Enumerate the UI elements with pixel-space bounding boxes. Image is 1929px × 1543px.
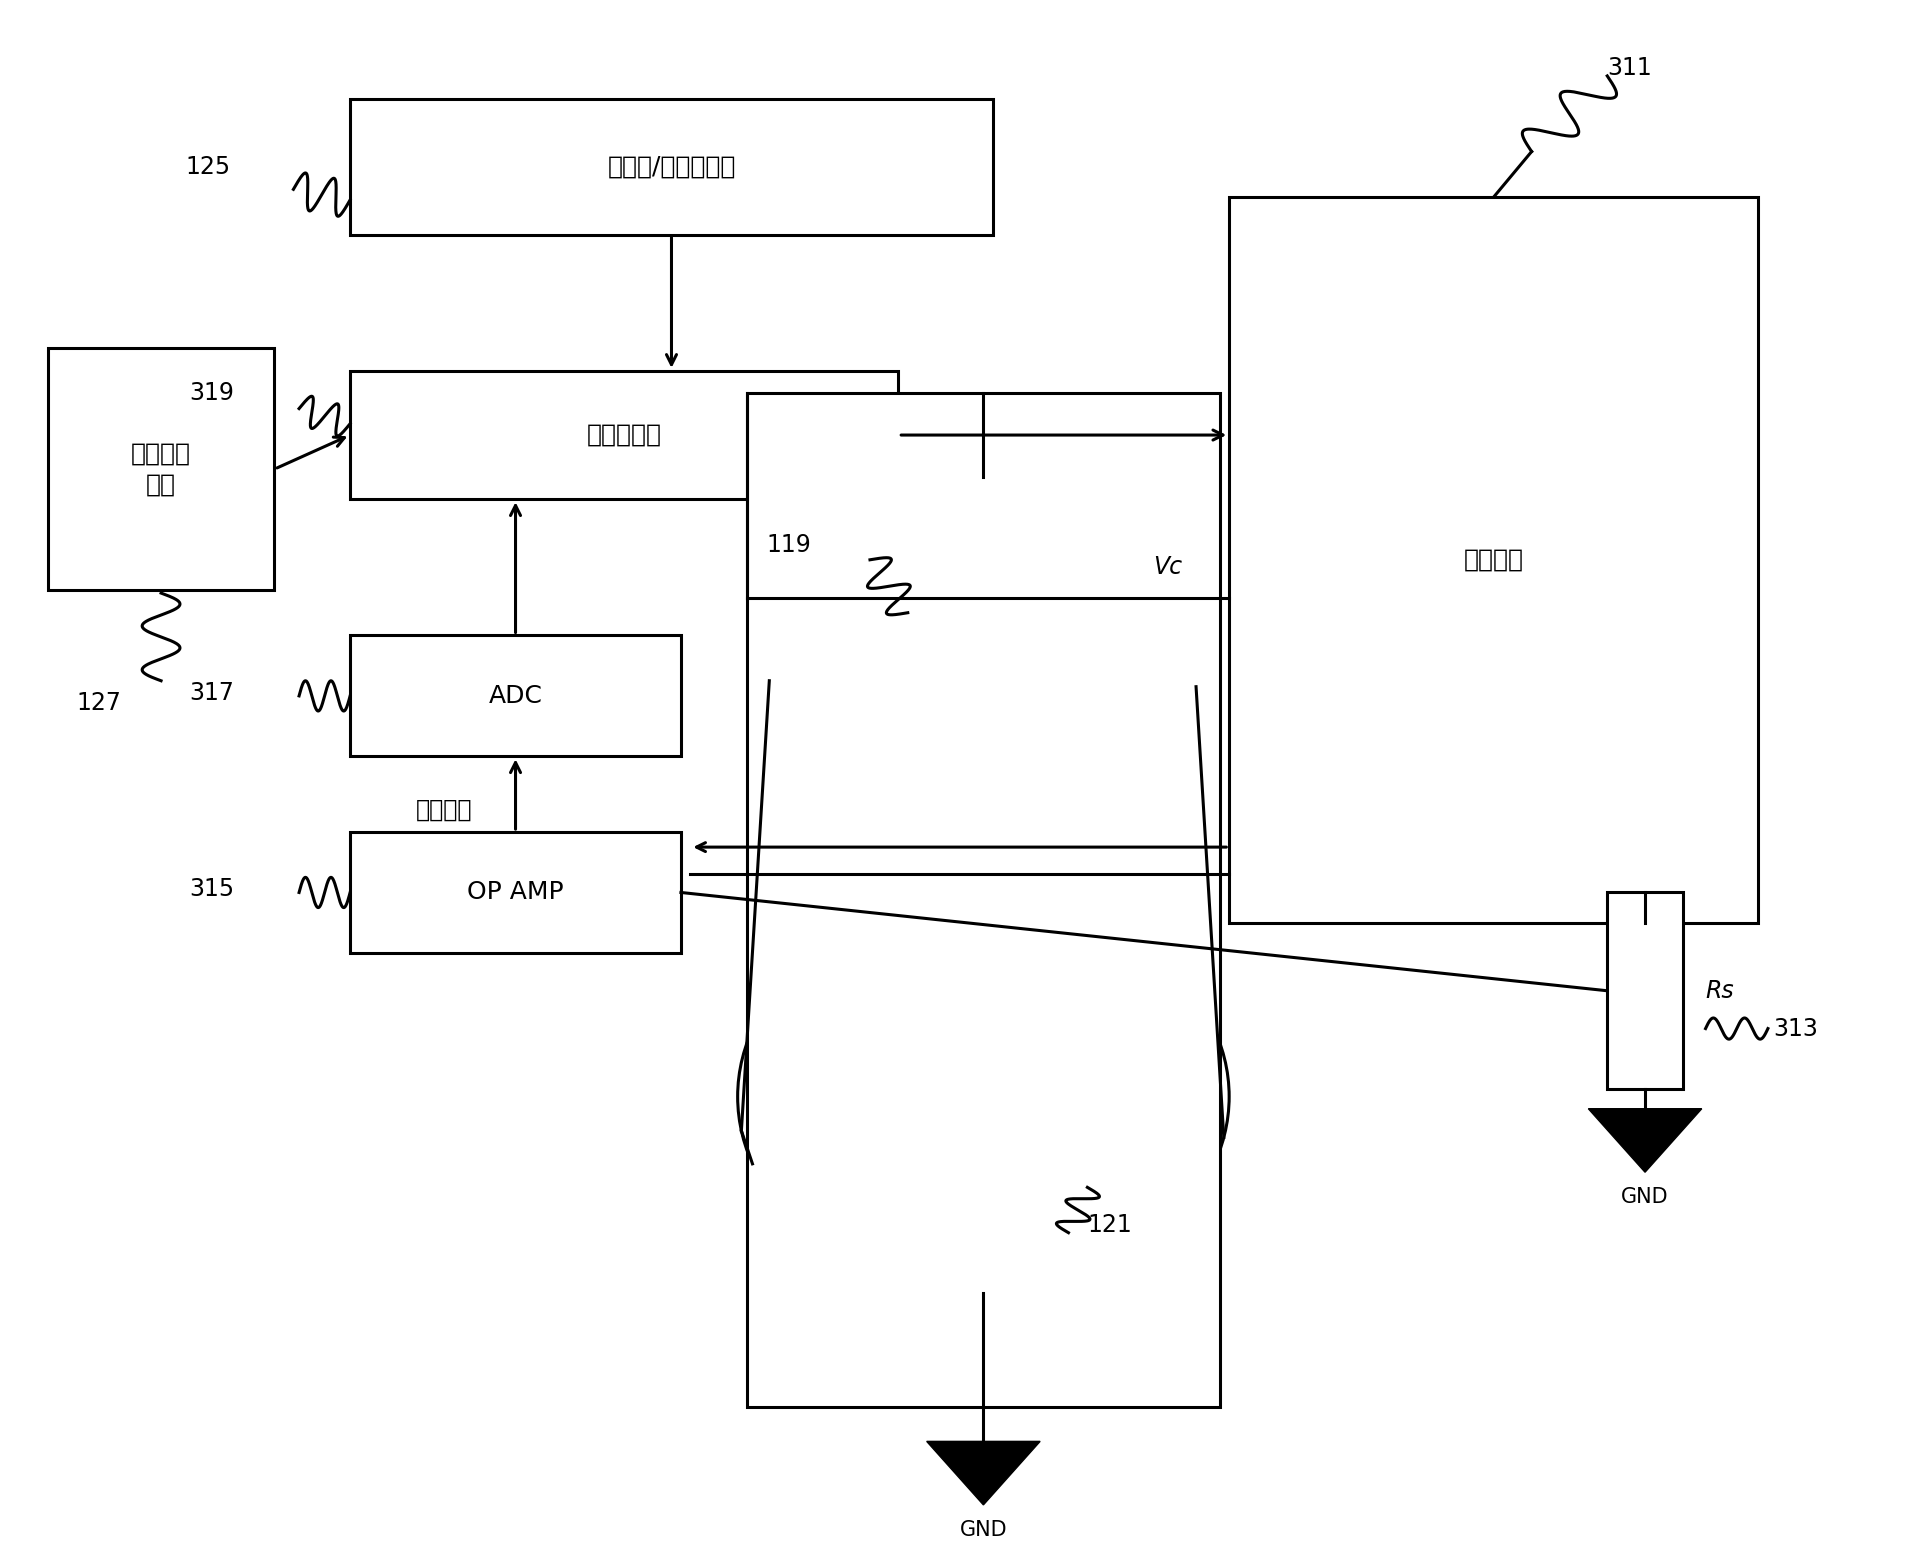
Text: GND: GND (1620, 1188, 1669, 1207)
Bar (747, 393, 1219, 1407)
Bar (351, 99, 993, 235)
Text: Rs: Rs (1705, 978, 1734, 1003)
Polygon shape (926, 1441, 1040, 1504)
Text: 125: 125 (185, 154, 231, 179)
Text: 319: 319 (189, 381, 233, 406)
Text: OP AMP: OP AMP (467, 881, 563, 904)
Bar (1607, 892, 1682, 1089)
Text: Vc: Vc (1154, 555, 1182, 580)
Text: 移动方向: 移动方向 (417, 798, 473, 821)
Bar (351, 832, 681, 954)
Text: 315: 315 (189, 878, 235, 901)
Polygon shape (1588, 1109, 1701, 1173)
Bar (1229, 198, 1759, 923)
Bar (351, 636, 681, 756)
Text: ADC: ADC (488, 684, 542, 708)
Text: GND: GND (959, 1520, 1007, 1540)
Text: 机构控制器: 机构控制器 (586, 423, 662, 447)
Text: 119: 119 (766, 532, 810, 557)
Text: 311: 311 (1607, 57, 1651, 80)
Bar (351, 370, 899, 500)
Text: 317: 317 (189, 680, 233, 705)
Text: 电源检测
单元: 电源检测 单元 (131, 441, 191, 497)
Bar (48, 349, 274, 589)
Text: 313: 313 (1773, 1017, 1819, 1040)
Text: 高压电源: 高压电源 (1464, 548, 1524, 572)
Text: 托盘开/关检测单元: 托盘开/关检测单元 (608, 154, 735, 179)
Text: 127: 127 (75, 691, 122, 716)
Text: 121: 121 (1088, 1213, 1132, 1237)
